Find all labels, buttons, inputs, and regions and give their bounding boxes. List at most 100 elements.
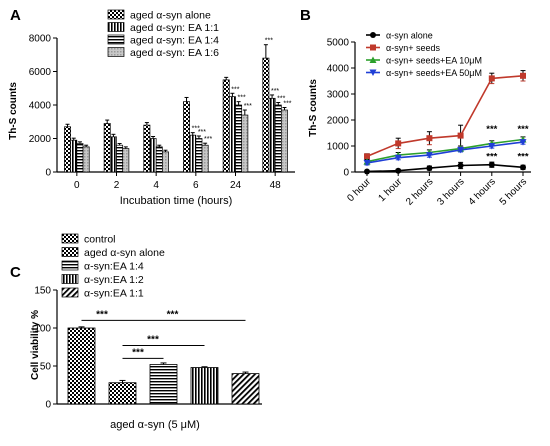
marker-b bbox=[395, 167, 402, 174]
x-tick-label-a: 4 bbox=[153, 180, 159, 191]
legend-label-a: aged α-syn: EA 1:4 bbox=[130, 35, 219, 47]
significance-label-a: *** bbox=[238, 95, 246, 102]
bar-a-2 bbox=[274, 104, 282, 173]
bar-c bbox=[108, 382, 137, 405]
panel-label-c: C bbox=[10, 264, 21, 281]
significance-label-c: *** bbox=[167, 309, 179, 320]
marker-b bbox=[426, 165, 433, 172]
bar-a-3 bbox=[281, 109, 288, 173]
bar-c bbox=[149, 364, 178, 405]
x-tick-label-b: 2 hours bbox=[404, 176, 435, 207]
significance-label-b: *** bbox=[517, 124, 528, 135]
x-tick-label-a: 24 bbox=[230, 180, 242, 191]
significance-label-b: *** bbox=[486, 124, 497, 135]
significance-label-a: *** bbox=[192, 126, 200, 133]
legend-swatch-a bbox=[107, 47, 125, 57]
legend-swatch-c bbox=[61, 274, 79, 284]
y-tick-label-c: 150 bbox=[34, 286, 51, 297]
bar-a-1 bbox=[189, 134, 197, 173]
y-tick-label-a: 8000 bbox=[29, 34, 52, 45]
y-tick-label-c: 50 bbox=[40, 362, 52, 373]
y-tick-label-b: 3000 bbox=[327, 90, 350, 101]
chart-panel-b: Th-S counts 0 1000 2000 3000 4000 5000 0 hour 1… bbox=[308, 31, 531, 208]
significance-label-a: *** bbox=[198, 129, 206, 136]
x-tick-label-b: 1 hour bbox=[376, 176, 404, 204]
bar-a-3 bbox=[82, 146, 90, 173]
significance-label-c: *** bbox=[96, 309, 108, 320]
bar-a-1 bbox=[70, 139, 78, 173]
legend-swatch-a bbox=[107, 34, 125, 45]
x-axis-label-a: Incubation time (hours) bbox=[120, 195, 233, 207]
marker-b bbox=[370, 44, 376, 51]
legend-label-b: α-syn+ seeds+EA 10μM bbox=[386, 56, 482, 66]
y-tick-label-b: 0 bbox=[343, 168, 349, 179]
x-tick-label-a: 48 bbox=[270, 180, 282, 191]
y-tick-label-b: 4000 bbox=[327, 64, 350, 75]
marker-b bbox=[488, 161, 495, 168]
significance-label-b: *** bbox=[486, 151, 497, 162]
marker-b bbox=[488, 143, 496, 150]
significance-label-c: *** bbox=[132, 347, 144, 358]
y-tick-label-a: 6000 bbox=[29, 67, 52, 78]
bar-a-1 bbox=[149, 138, 157, 173]
bar-c bbox=[190, 367, 219, 405]
series-line-b bbox=[366, 75, 524, 158]
marker-b bbox=[363, 159, 371, 167]
y-tick-label-b: 1000 bbox=[327, 142, 350, 153]
marker-b bbox=[395, 140, 402, 147]
bar-a-2 bbox=[155, 146, 163, 173]
marker-b bbox=[364, 168, 370, 175]
legend-swatch-c bbox=[61, 233, 79, 244]
legend-label-b: α-syn+ seeds+EA 50μM bbox=[386, 68, 482, 78]
bar-a-2 bbox=[76, 143, 84, 173]
significance-label-a: *** bbox=[204, 136, 212, 143]
bar-a-0 bbox=[262, 57, 270, 173]
legend-swatch-c bbox=[61, 247, 79, 257]
x-tick-label-a: 0 bbox=[74, 180, 80, 191]
legend-swatch-a bbox=[107, 22, 125, 32]
bar-a-1 bbox=[109, 136, 117, 173]
significance-label-c: *** bbox=[147, 334, 159, 345]
bar-a-1 bbox=[268, 97, 276, 173]
marker-b bbox=[394, 154, 402, 162]
legend-swatch-c bbox=[61, 260, 79, 271]
marker-b bbox=[364, 153, 370, 160]
marker-b bbox=[369, 56, 377, 63]
significance-label-a: *** bbox=[283, 101, 291, 108]
panel-label-b: B bbox=[300, 7, 311, 24]
marker-b bbox=[425, 152, 433, 159]
bar-a-3 bbox=[122, 148, 130, 173]
y-tick-label-b: 2000 bbox=[327, 116, 350, 127]
marker-b bbox=[488, 75, 495, 82]
x-axis-label-c: aged α-syn (5 μM) bbox=[110, 419, 200, 431]
significance-label-b: *** bbox=[517, 151, 528, 162]
bar-a-0 bbox=[183, 101, 190, 173]
series-line-b bbox=[366, 138, 524, 163]
y-tick-label-a: 0 bbox=[45, 168, 51, 179]
chart-panel-c: Cell viability % aged α-syn (5 μM) 0 50 10… bbox=[30, 233, 262, 431]
bar-a-2 bbox=[116, 144, 124, 173]
legend-label-c: α-syn:EA 1:4 bbox=[84, 261, 144, 273]
marker-b bbox=[520, 164, 526, 171]
bar-a-0 bbox=[64, 126, 71, 173]
bar-a-0 bbox=[103, 123, 111, 173]
legend-label-c: α-syn:EA 1:1 bbox=[84, 288, 144, 300]
bar-a-1 bbox=[228, 96, 236, 173]
x-tick-label-b: 5 hours bbox=[498, 176, 529, 207]
y-tick-label-a: 2000 bbox=[29, 134, 52, 145]
y-axis-label-c: Cell viability % bbox=[30, 310, 41, 380]
marker-b bbox=[370, 32, 376, 38]
series-line-b bbox=[366, 141, 524, 164]
y-tick-label-a: 4000 bbox=[29, 101, 52, 112]
legend-label-b: α-syn alone bbox=[386, 31, 433, 41]
y-tick-label-c: 0 bbox=[45, 400, 51, 411]
significance-label-a: *** bbox=[231, 86, 239, 93]
legend-label-c: control bbox=[84, 234, 116, 246]
significance-label-a: *** bbox=[244, 103, 252, 110]
legend-label-a: aged α-syn alone bbox=[130, 10, 211, 22]
bar-a-2 bbox=[235, 104, 243, 173]
marker-b bbox=[519, 139, 527, 146]
bar-c bbox=[231, 373, 260, 405]
bar-c bbox=[67, 327, 96, 405]
